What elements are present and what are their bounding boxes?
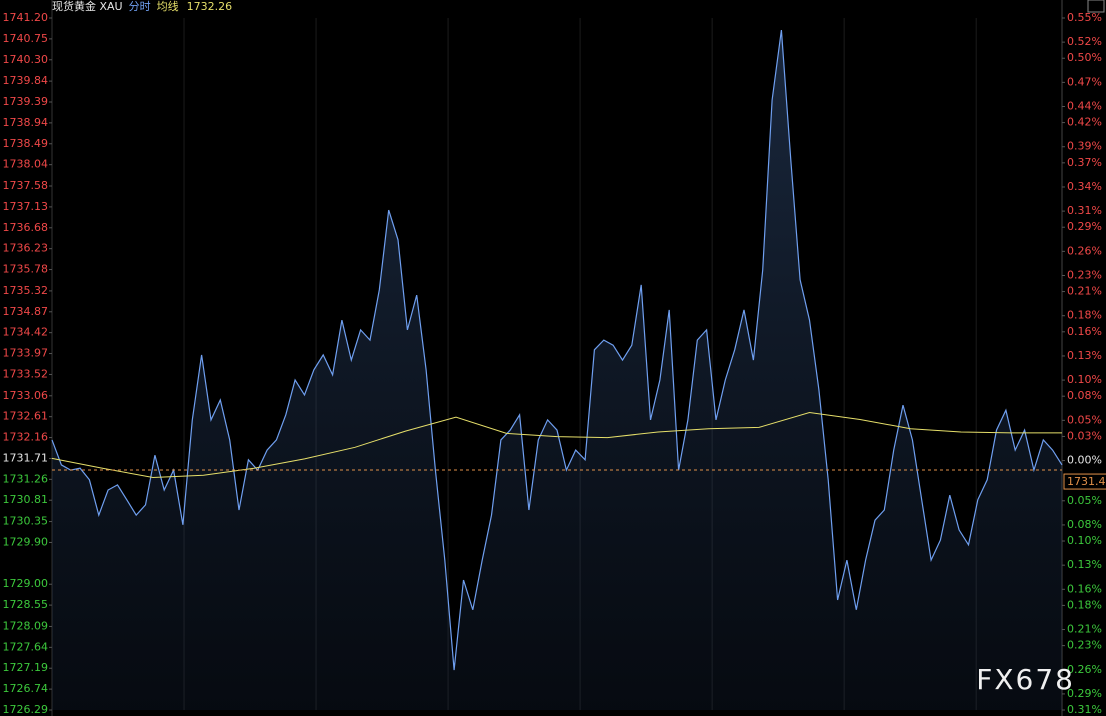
y-tick-label: 1736.68 (3, 221, 49, 234)
y-tick-label: 1729.90 (3, 535, 49, 548)
y2-tick-label: 0.23% (1067, 268, 1102, 281)
y-tick-label: 1728.55 (3, 598, 49, 611)
corner-icon (1087, 0, 1105, 13)
y2-tick-label: 0.37% (1067, 156, 1102, 169)
y2-tick-label: 0.55% (1067, 11, 1102, 24)
y2-tick-label: 0.31% (1067, 703, 1102, 716)
chart-title: 现货黄金 XAU (52, 0, 123, 13)
y-tick-label: 1737.13 (3, 200, 49, 213)
y-tick-label: 1726.29 (3, 703, 49, 716)
y2-tick-label: 0.23% (1067, 639, 1102, 652)
y-tick-label: 1736.23 (3, 242, 49, 255)
y2-tick-label: 0.44% (1067, 100, 1102, 113)
y2-tick-label: 0.03% (1067, 429, 1102, 442)
price-area (52, 30, 1062, 711)
y2-tick-label: 0.08% (1067, 389, 1102, 402)
y2-tick-label: 0.21% (1067, 623, 1102, 636)
y2-tick-label: 0.26% (1067, 663, 1102, 676)
y-tick-label: 1732.16 (3, 431, 49, 444)
y-tick-label: 1727.64 (3, 640, 49, 653)
y-tick-label: 1734.42 (3, 326, 49, 339)
y2-tick-label: 0.08% (1067, 518, 1102, 531)
y-tick-label: 1741.20 (3, 11, 49, 24)
y-tick-label: 1733.06 (3, 389, 49, 402)
y-tick-label: 1738.49 (3, 137, 49, 150)
y-tick-label: 1733.97 (3, 347, 49, 360)
y2-tick-label: 0.05% (1067, 413, 1102, 426)
y-tick-label: 1730.81 (3, 493, 49, 506)
price-line (51, 30, 1063, 671)
y2-tick-label: 0.39% (1067, 140, 1102, 153)
y-tick-label: 1733.52 (3, 367, 49, 380)
y-tick-label: 1738.94 (3, 116, 49, 129)
y2-tick-label: 0.18% (1067, 309, 1102, 322)
y2-tick-label: 0.00% (1067, 454, 1102, 467)
y2-tick-label: 0.29% (1067, 687, 1102, 700)
y-tick-label: 1735.32 (3, 284, 49, 297)
y-tick-label: 1734.87 (3, 305, 49, 318)
y2-tick-label: 0.29% (1067, 220, 1102, 233)
y-tick-label: 1731.71 (3, 451, 49, 464)
legend-entry: 均线 (157, 0, 179, 13)
watermark: FX678 (976, 663, 1075, 696)
y2-tick-label: 0.34% (1067, 180, 1102, 193)
y-tick-label: 1735.78 (3, 263, 49, 276)
y-tick-label: 1730.35 (3, 515, 49, 528)
last-price-label: 1731.46 (1067, 475, 1106, 488)
y-tick-label: 1726.74 (3, 682, 49, 695)
y2-tick-label: 0.47% (1067, 75, 1102, 88)
average-line (51, 411, 1062, 479)
y-tick-label: 1729.00 (3, 577, 49, 590)
y-tick-label: 1739.39 (3, 95, 49, 108)
y2-tick-label: 0.16% (1067, 582, 1102, 595)
y-tick-label: 1737.58 (3, 179, 49, 192)
y2-tick-label: 0.13% (1067, 558, 1102, 571)
y2-tick-label: 0.13% (1067, 349, 1102, 362)
y2-tick-label: 0.52% (1067, 35, 1102, 48)
y-tick-label: 1740.30 (3, 53, 49, 66)
y-tick-label: 1739.84 (3, 74, 49, 87)
y-tick-label: 1731.26 (3, 472, 49, 485)
y-tick-label: 1728.09 (3, 619, 49, 632)
y2-tick-label: 0.18% (1067, 598, 1102, 611)
y2-tick-label: 0.16% (1067, 325, 1102, 338)
y2-tick-label: 0.31% (1067, 204, 1102, 217)
latest-average: 1732.26 (187, 0, 233, 13)
legend-entry: 分时 (129, 0, 151, 13)
y-tick-label: 1738.04 (3, 158, 49, 171)
y2-tick-label: 0.05% (1067, 494, 1102, 507)
y2-tick-label: 0.26% (1067, 244, 1102, 257)
y2-tick-label: 0.42% (1067, 116, 1102, 129)
y2-tick-label: 0.21% (1067, 285, 1102, 298)
y-tick-label: 1727.19 (3, 661, 49, 674)
y2-tick-label: 0.50% (1067, 51, 1102, 64)
y2-tick-label: 0.10% (1067, 373, 1102, 386)
y-tick-label: 1732.61 (3, 410, 49, 423)
y2-tick-label: 0.10% (1067, 534, 1102, 547)
y-tick-label: 1740.75 (3, 32, 49, 45)
last-price-box (1063, 473, 1106, 490)
